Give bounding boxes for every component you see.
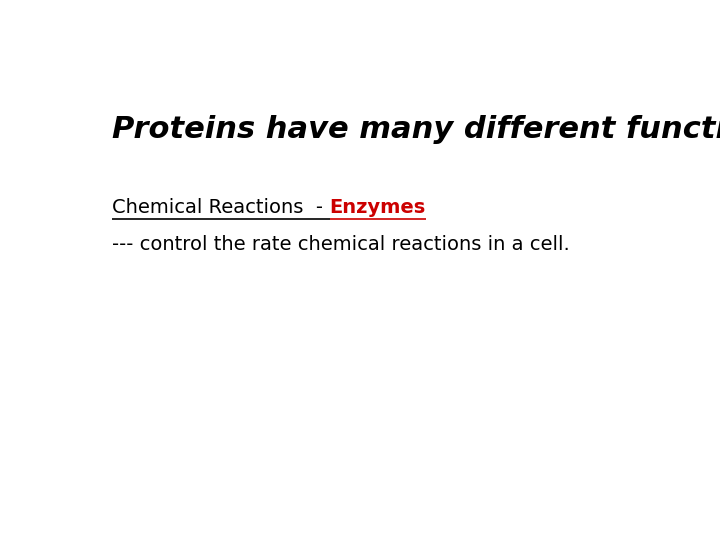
- Text: Chemical Reactions  -: Chemical Reactions -: [112, 198, 330, 217]
- Text: Proteins have many different functions:: Proteins have many different functions:: [112, 114, 720, 144]
- Text: --- control the rate chemical reactions in a cell.: --- control the rate chemical reactions …: [112, 235, 570, 254]
- Text: Enzymes: Enzymes: [330, 198, 426, 217]
